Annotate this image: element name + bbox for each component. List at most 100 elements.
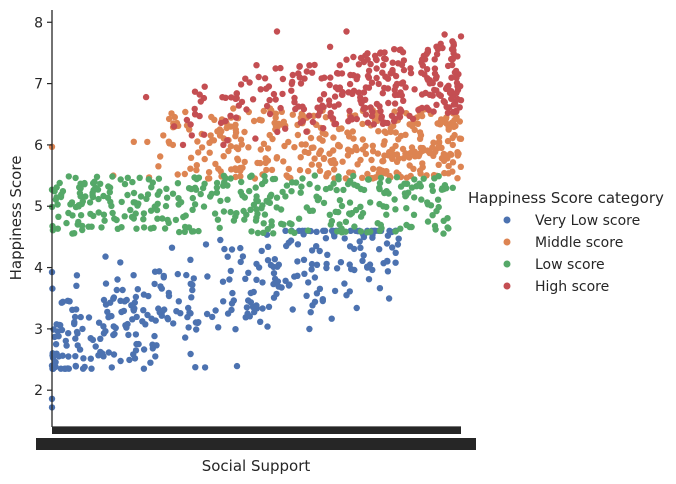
data-point xyxy=(386,227,393,234)
data-point xyxy=(110,294,118,301)
data-point xyxy=(336,197,344,204)
data-point xyxy=(429,144,436,151)
data-point xyxy=(81,179,88,187)
data-point xyxy=(93,173,101,180)
data-point xyxy=(345,118,352,125)
data-point xyxy=(76,189,84,197)
data-point xyxy=(253,61,260,69)
data-point xyxy=(155,163,162,170)
data-point xyxy=(393,158,401,165)
data-point xyxy=(59,188,67,195)
data-point xyxy=(392,129,399,136)
data-point xyxy=(259,305,266,312)
data-point xyxy=(232,121,239,128)
data-point xyxy=(376,166,383,173)
data-point xyxy=(220,208,228,215)
data-point xyxy=(187,121,194,128)
data-point xyxy=(100,296,108,304)
data-point xyxy=(201,364,209,371)
data-point xyxy=(249,96,257,103)
data-point xyxy=(306,62,313,69)
data-point xyxy=(382,129,390,137)
data-point xyxy=(65,353,72,360)
data-point xyxy=(449,168,456,175)
data-point xyxy=(200,131,208,138)
data-point xyxy=(132,347,140,354)
data-point xyxy=(355,61,363,68)
data-point xyxy=(434,196,442,203)
data-point xyxy=(283,242,290,250)
data-point xyxy=(159,215,166,222)
data-point xyxy=(214,216,222,223)
data-point xyxy=(104,308,111,316)
y-tick-label: 7 xyxy=(34,77,43,93)
data-point xyxy=(341,235,348,242)
data-point xyxy=(164,216,171,224)
data-point xyxy=(391,91,399,99)
data-point xyxy=(443,120,450,127)
data-point xyxy=(451,69,459,76)
data-point xyxy=(125,331,132,339)
data-point xyxy=(308,161,315,168)
data-point xyxy=(364,72,372,80)
data-point xyxy=(298,183,305,190)
data-point xyxy=(327,184,334,191)
data-point xyxy=(253,206,260,213)
data-point xyxy=(393,174,401,181)
data-point xyxy=(370,165,377,172)
data-point xyxy=(339,158,346,165)
data-point xyxy=(75,218,82,226)
data-point xyxy=(110,331,117,339)
data-point xyxy=(59,298,67,305)
y-tick-label: 6 xyxy=(34,138,43,154)
data-point xyxy=(369,148,377,155)
data-point xyxy=(191,201,199,208)
data-point xyxy=(301,75,308,82)
data-point xyxy=(287,228,295,235)
x-axis-label: Social Support xyxy=(202,457,311,475)
data-point xyxy=(265,303,273,310)
data-point xyxy=(264,243,272,250)
data-point xyxy=(150,224,157,231)
data-point xyxy=(117,357,124,365)
data-point xyxy=(326,211,333,218)
data-point xyxy=(398,108,405,115)
data-point xyxy=(263,166,270,174)
data-point xyxy=(189,194,196,202)
data-point xyxy=(224,182,231,189)
data-point xyxy=(313,228,320,235)
data-point xyxy=(346,107,353,115)
data-point xyxy=(292,179,300,186)
data-point xyxy=(117,176,124,183)
data-point xyxy=(91,178,98,185)
data-point xyxy=(195,149,202,156)
data-point xyxy=(121,180,129,188)
data-point xyxy=(182,334,189,341)
data-point xyxy=(245,269,252,276)
data-point xyxy=(229,289,236,297)
data-point xyxy=(123,324,130,331)
data-point xyxy=(74,330,81,337)
data-point xyxy=(260,229,267,236)
data-point xyxy=(181,228,188,235)
data-point xyxy=(242,275,249,282)
data-point xyxy=(201,83,208,90)
data-point xyxy=(416,129,424,136)
data-point xyxy=(450,101,458,108)
data-point xyxy=(241,128,248,136)
data-point xyxy=(291,144,298,151)
data-point xyxy=(376,246,383,253)
data-point xyxy=(268,218,275,225)
data-point xyxy=(447,150,454,158)
legend-marker xyxy=(503,260,511,268)
data-point xyxy=(188,132,195,139)
data-point xyxy=(257,318,264,325)
data-point xyxy=(71,230,78,237)
data-point xyxy=(367,199,374,206)
data-point xyxy=(151,268,159,275)
data-point xyxy=(191,111,199,118)
data-point xyxy=(324,251,331,258)
data-point xyxy=(237,244,244,252)
data-point xyxy=(74,342,81,349)
data-point xyxy=(431,86,438,94)
